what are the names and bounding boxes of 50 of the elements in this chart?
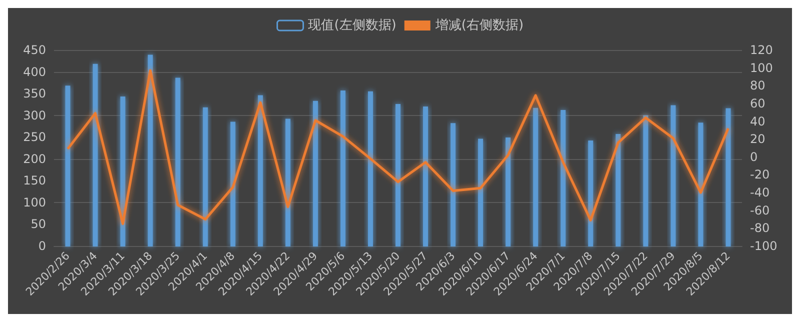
y2-tick-label: 80 — [750, 78, 766, 93]
y-tick-label: 300 — [23, 108, 46, 122]
bar — [92, 64, 98, 246]
y2-tick-label: -20 — [750, 168, 770, 182]
y2-tick-label: 60 — [750, 96, 766, 110]
y2-tick-label: 20 — [750, 132, 766, 146]
bar — [450, 123, 456, 246]
legend-label: 增减(右侧数据) — [434, 18, 524, 33]
bar — [340, 90, 346, 246]
bar — [423, 106, 428, 246]
y2-tick-label: -40 — [750, 186, 770, 200]
y-tick-label: 50 — [30, 217, 46, 232]
y-tick-label: 150 — [23, 174, 46, 188]
bar — [726, 108, 731, 246]
y-tick-label: 250 — [23, 130, 46, 144]
bar — [506, 137, 511, 246]
y2-tick-label: -80 — [750, 221, 770, 236]
y-tick-label: 100 — [23, 195, 46, 210]
bar — [312, 100, 318, 246]
bar — [175, 78, 180, 246]
bar — [616, 134, 621, 246]
bar — [643, 115, 648, 246]
y2-tick-label: 100 — [750, 60, 773, 75]
y2-tick-label: -60 — [750, 203, 770, 218]
bar — [148, 54, 153, 246]
bar — [588, 140, 594, 246]
bar — [285, 118, 290, 246]
bar — [230, 122, 236, 246]
y2-tick-label: 120 — [750, 43, 773, 57]
bar — [368, 91, 373, 246]
y2-tick-label: 40 — [750, 114, 766, 128]
bar — [670, 105, 676, 246]
legend-label: 现值(左侧数据) — [308, 18, 396, 33]
bar — [396, 104, 400, 246]
y2-tick-label: 0 — [750, 150, 758, 164]
bar — [65, 86, 70, 246]
bar — [533, 108, 538, 246]
line-series — [66, 69, 730, 225]
y-tick-label: 0 — [38, 239, 46, 253]
y-tick-label: 200 — [23, 152, 46, 166]
bar — [560, 110, 566, 246]
bar — [202, 107, 208, 246]
y-tick-label: 400 — [23, 64, 46, 79]
bar — [120, 96, 126, 246]
y-tick-label: 450 — [23, 43, 46, 57]
y-tick-label: 350 — [23, 86, 46, 101]
bar — [698, 122, 704, 246]
y2-tick-label: -100 — [750, 239, 778, 253]
bar — [478, 138, 484, 246]
bar — [258, 95, 263, 246]
